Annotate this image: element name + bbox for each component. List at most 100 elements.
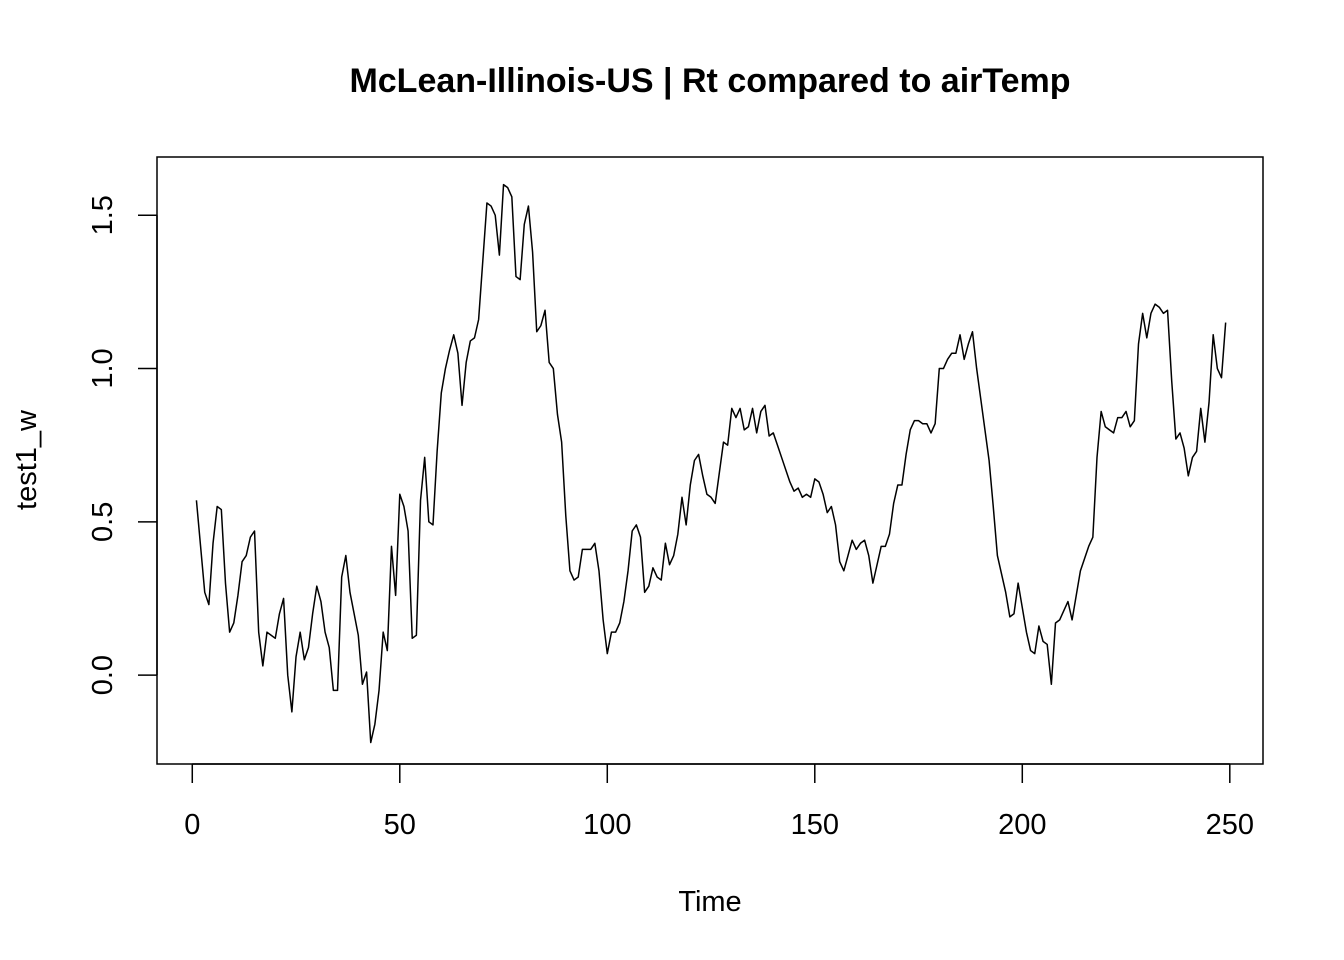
data-point: [1108, 429, 1110, 431]
data-point: [374, 723, 376, 725]
data-point: [278, 613, 280, 615]
data-point: [1141, 312, 1143, 314]
data-point: [457, 352, 459, 354]
data-point: [365, 671, 367, 673]
data-point: [199, 545, 201, 547]
data-point: [859, 542, 861, 544]
data-point: [643, 591, 645, 593]
data-point: [212, 542, 214, 544]
data-point: [241, 560, 243, 562]
data-point: [619, 622, 621, 624]
data-point: [299, 631, 301, 633]
x-tick-label: 200: [998, 809, 1046, 841]
data-point: [1137, 343, 1139, 345]
data-point: [1154, 303, 1156, 305]
data-point: [1067, 600, 1069, 602]
data-point: [461, 404, 463, 406]
data-point: [1195, 450, 1197, 452]
data-point: [370, 741, 372, 743]
data-point: [560, 441, 562, 443]
data-point: [793, 490, 795, 492]
data-point: [822, 493, 824, 495]
data-point: [1000, 573, 1002, 575]
data-point: [934, 423, 936, 425]
data-point: [656, 576, 658, 578]
data-point: [577, 576, 579, 578]
y-axis: 0.0 0.5 1.0 1.5: [87, 195, 158, 695]
data-point: [1175, 438, 1177, 440]
data-point: [394, 594, 396, 596]
data-point: [1104, 426, 1106, 428]
data-point: [739, 407, 741, 409]
data-point: [988, 459, 990, 461]
data-point: [228, 631, 230, 633]
data-point: [668, 564, 670, 566]
data-point: [224, 582, 226, 584]
data-point: [307, 646, 309, 648]
data-point: [1220, 377, 1222, 379]
data-point: [378, 689, 380, 691]
data-point: [1054, 622, 1056, 624]
data-point: [1146, 337, 1148, 339]
data-point: [623, 600, 625, 602]
data-point: [1100, 410, 1102, 412]
data-point: [345, 554, 347, 556]
data-point: [204, 591, 206, 593]
data-point: [253, 530, 255, 532]
data-point: [233, 622, 235, 624]
data-point: [735, 416, 737, 418]
data-point: [984, 429, 986, 431]
data-point: [340, 576, 342, 578]
data-point: [506, 186, 508, 188]
chart-title: McLean-Illinois-US | Rt compared to airT…: [349, 62, 1070, 100]
data-point: [594, 542, 596, 544]
series-line: [195, 183, 1227, 744]
data-point: [764, 404, 766, 406]
data-point: [681, 496, 683, 498]
data-point: [1079, 570, 1081, 572]
data-point: [888, 533, 890, 535]
data-point: [1046, 643, 1048, 645]
data-point: [453, 334, 455, 336]
data-point: [1183, 447, 1185, 449]
x-tick-label: 250: [1206, 809, 1254, 841]
data-point: [946, 358, 948, 360]
data-point: [324, 631, 326, 633]
data-point: [295, 656, 297, 658]
data-point: [980, 398, 982, 400]
data-point: [755, 432, 757, 434]
data-point: [872, 582, 874, 584]
data-point: [527, 205, 529, 207]
data-point: [718, 472, 720, 474]
data-point: [353, 613, 355, 615]
data-point: [448, 349, 450, 351]
data-point: [967, 343, 969, 345]
data-point: [282, 597, 284, 599]
data-point: [648, 585, 650, 587]
data-point: [1162, 312, 1164, 314]
data-point: [963, 358, 965, 360]
data-point: [996, 554, 998, 556]
data-point: [486, 202, 488, 204]
data-point: [1191, 456, 1193, 458]
data-point: [287, 674, 289, 676]
data-point: [1004, 591, 1006, 593]
data-point: [407, 530, 409, 532]
data-point: [710, 496, 712, 498]
data-point: [955, 352, 957, 354]
data-point: [552, 367, 554, 369]
data-point: [706, 493, 708, 495]
data-point: [971, 331, 973, 333]
data-point: [664, 542, 666, 544]
data-point: [415, 634, 417, 636]
data-point: [1121, 416, 1123, 418]
y-tick-label: 0.0: [87, 655, 119, 695]
data-point: [851, 539, 853, 541]
data-point: [531, 251, 533, 253]
data-point: [747, 426, 749, 428]
data-point: [1096, 456, 1098, 458]
data-point: [1050, 683, 1052, 685]
data-point: [257, 631, 259, 633]
